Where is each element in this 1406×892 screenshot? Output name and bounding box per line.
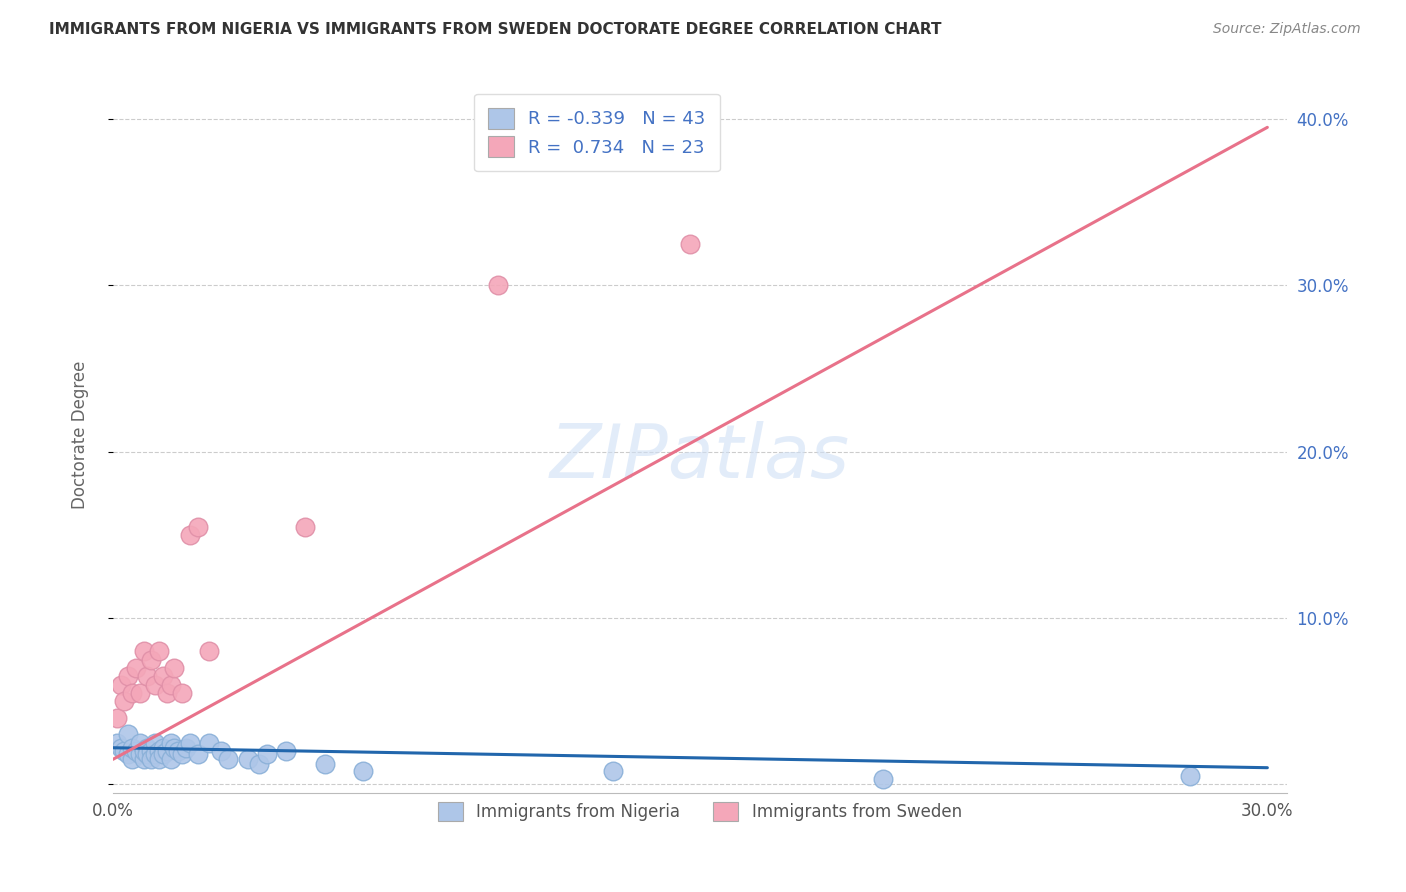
Point xyxy=(163,661,186,675)
Point xyxy=(167,744,190,758)
Point xyxy=(247,757,270,772)
Point xyxy=(198,644,221,658)
Point xyxy=(125,661,148,675)
Point xyxy=(143,677,166,691)
Point xyxy=(148,744,170,758)
Point xyxy=(121,740,143,755)
Point xyxy=(159,677,181,691)
Point xyxy=(256,747,278,762)
Point xyxy=(143,747,166,762)
Text: Source: ZipAtlas.com: Source: ZipAtlas.com xyxy=(1213,22,1361,37)
Point xyxy=(198,736,221,750)
Point xyxy=(136,747,159,762)
Point xyxy=(128,686,150,700)
Point xyxy=(117,727,139,741)
Point xyxy=(179,736,201,750)
Point xyxy=(152,669,174,683)
Point xyxy=(112,694,135,708)
Point xyxy=(125,744,148,758)
Point xyxy=(132,644,155,658)
Point xyxy=(159,736,181,750)
Point xyxy=(872,772,894,787)
Point xyxy=(136,669,159,683)
Point xyxy=(602,764,624,778)
Point xyxy=(110,677,132,691)
Point xyxy=(486,278,509,293)
Text: ZIPatlas: ZIPatlas xyxy=(550,420,849,492)
Point xyxy=(679,236,702,251)
Point xyxy=(136,740,159,755)
Point xyxy=(105,736,128,750)
Point xyxy=(163,740,186,755)
Point xyxy=(314,757,336,772)
Point xyxy=(128,736,150,750)
Point xyxy=(352,764,374,778)
Point xyxy=(148,644,170,658)
Point xyxy=(236,752,259,766)
Point xyxy=(1180,769,1202,783)
Point xyxy=(141,744,163,758)
Point xyxy=(117,669,139,683)
Point xyxy=(128,747,150,762)
Point xyxy=(148,752,170,766)
Point xyxy=(186,519,208,533)
Text: IMMIGRANTS FROM NIGERIA VS IMMIGRANTS FROM SWEDEN DOCTORATE DEGREE CORRELATION C: IMMIGRANTS FROM NIGERIA VS IMMIGRANTS FR… xyxy=(49,22,942,37)
Point xyxy=(156,686,179,700)
Point xyxy=(105,711,128,725)
Point xyxy=(112,744,135,758)
Point xyxy=(141,652,163,666)
Point xyxy=(143,736,166,750)
Point xyxy=(132,744,155,758)
Point xyxy=(179,528,201,542)
Point xyxy=(172,686,194,700)
Legend: Immigrants from Nigeria, Immigrants from Sweden: Immigrants from Nigeria, Immigrants from… xyxy=(425,789,976,834)
Point xyxy=(152,747,174,762)
Point xyxy=(152,740,174,755)
Point xyxy=(159,752,181,766)
Point xyxy=(217,752,239,766)
Point xyxy=(186,747,208,762)
Point xyxy=(172,747,194,762)
Point xyxy=(174,740,197,755)
Point xyxy=(121,686,143,700)
Point xyxy=(132,752,155,766)
Point xyxy=(110,740,132,755)
Point xyxy=(274,744,297,758)
Point xyxy=(141,752,163,766)
Point xyxy=(117,747,139,762)
Point xyxy=(156,744,179,758)
Point xyxy=(121,752,143,766)
Point xyxy=(294,519,316,533)
Y-axis label: Doctorate Degree: Doctorate Degree xyxy=(72,361,89,509)
Point xyxy=(209,744,232,758)
